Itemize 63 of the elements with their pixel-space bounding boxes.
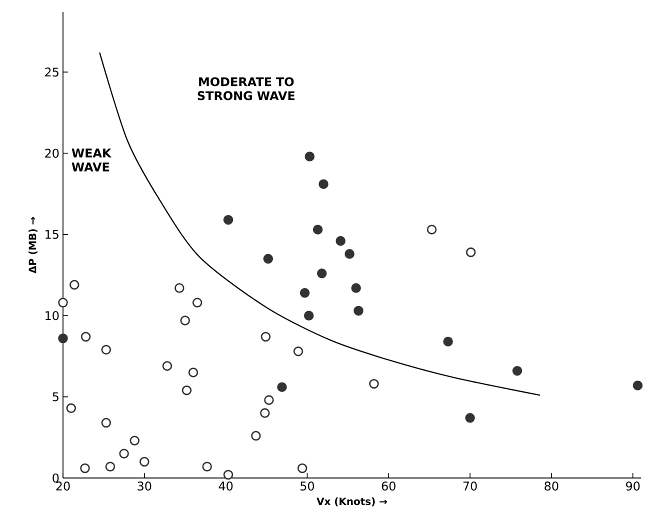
point bbox=[264, 395, 274, 405]
x-tick-label: 50 bbox=[300, 482, 314, 491]
point bbox=[512, 366, 522, 376]
point bbox=[130, 436, 140, 446]
point bbox=[316, 268, 327, 278]
y-tick-label: 20 bbox=[45, 148, 59, 158]
point bbox=[58, 298, 68, 308]
point bbox=[188, 368, 198, 378]
point bbox=[70, 280, 80, 290]
point bbox=[119, 448, 129, 459]
point bbox=[192, 298, 202, 308]
point bbox=[304, 310, 314, 321]
point bbox=[174, 283, 184, 293]
x-tick-label: 70 bbox=[463, 482, 477, 491]
y-axis-title: ΔP (MB) → bbox=[28, 217, 38, 274]
point bbox=[318, 179, 328, 189]
point bbox=[223, 214, 234, 225]
y-tick-label: 25 bbox=[45, 68, 58, 77]
point bbox=[66, 403, 76, 414]
point bbox=[466, 247, 476, 258]
point bbox=[140, 456, 150, 467]
y-tick-label: 15 bbox=[46, 230, 58, 239]
x-tick-label: 40 bbox=[218, 482, 233, 491]
point bbox=[223, 470, 234, 480]
annotation: WEAK WAVE bbox=[72, 148, 112, 172]
point bbox=[105, 462, 116, 472]
point bbox=[443, 336, 453, 346]
point bbox=[312, 224, 323, 234]
point bbox=[263, 254, 274, 264]
point bbox=[277, 382, 287, 392]
point bbox=[80, 332, 91, 342]
point bbox=[632, 380, 643, 390]
point bbox=[101, 344, 112, 355]
x-tick-label: 30 bbox=[138, 482, 152, 491]
point bbox=[297, 463, 308, 474]
point bbox=[304, 152, 315, 162]
y-tick-label: 5 bbox=[52, 392, 58, 402]
point bbox=[182, 385, 192, 396]
x-tick-label: 90 bbox=[626, 482, 640, 491]
point bbox=[344, 249, 354, 259]
point bbox=[162, 361, 172, 371]
point bbox=[260, 408, 270, 418]
point bbox=[354, 306, 364, 316]
point bbox=[58, 333, 68, 344]
x-tick-label: 60 bbox=[382, 482, 396, 491]
annotation: MODERATE TO STRONG WAVE bbox=[198, 77, 295, 100]
point bbox=[351, 283, 361, 293]
x-axis-title: Vx (Knots) → bbox=[316, 497, 387, 506]
x-tick-label: 80 bbox=[544, 482, 558, 491]
point bbox=[80, 463, 90, 474]
y-tick-label: 0 bbox=[52, 473, 59, 483]
point bbox=[202, 462, 212, 472]
point bbox=[369, 378, 379, 389]
point bbox=[426, 224, 437, 234]
point bbox=[300, 288, 310, 298]
point bbox=[293, 346, 304, 356]
point bbox=[180, 316, 190, 326]
point bbox=[101, 418, 112, 428]
y-tick-label: 10 bbox=[46, 311, 59, 320]
point bbox=[260, 332, 271, 342]
point bbox=[465, 413, 475, 423]
point bbox=[336, 236, 346, 246]
point bbox=[251, 430, 261, 441]
